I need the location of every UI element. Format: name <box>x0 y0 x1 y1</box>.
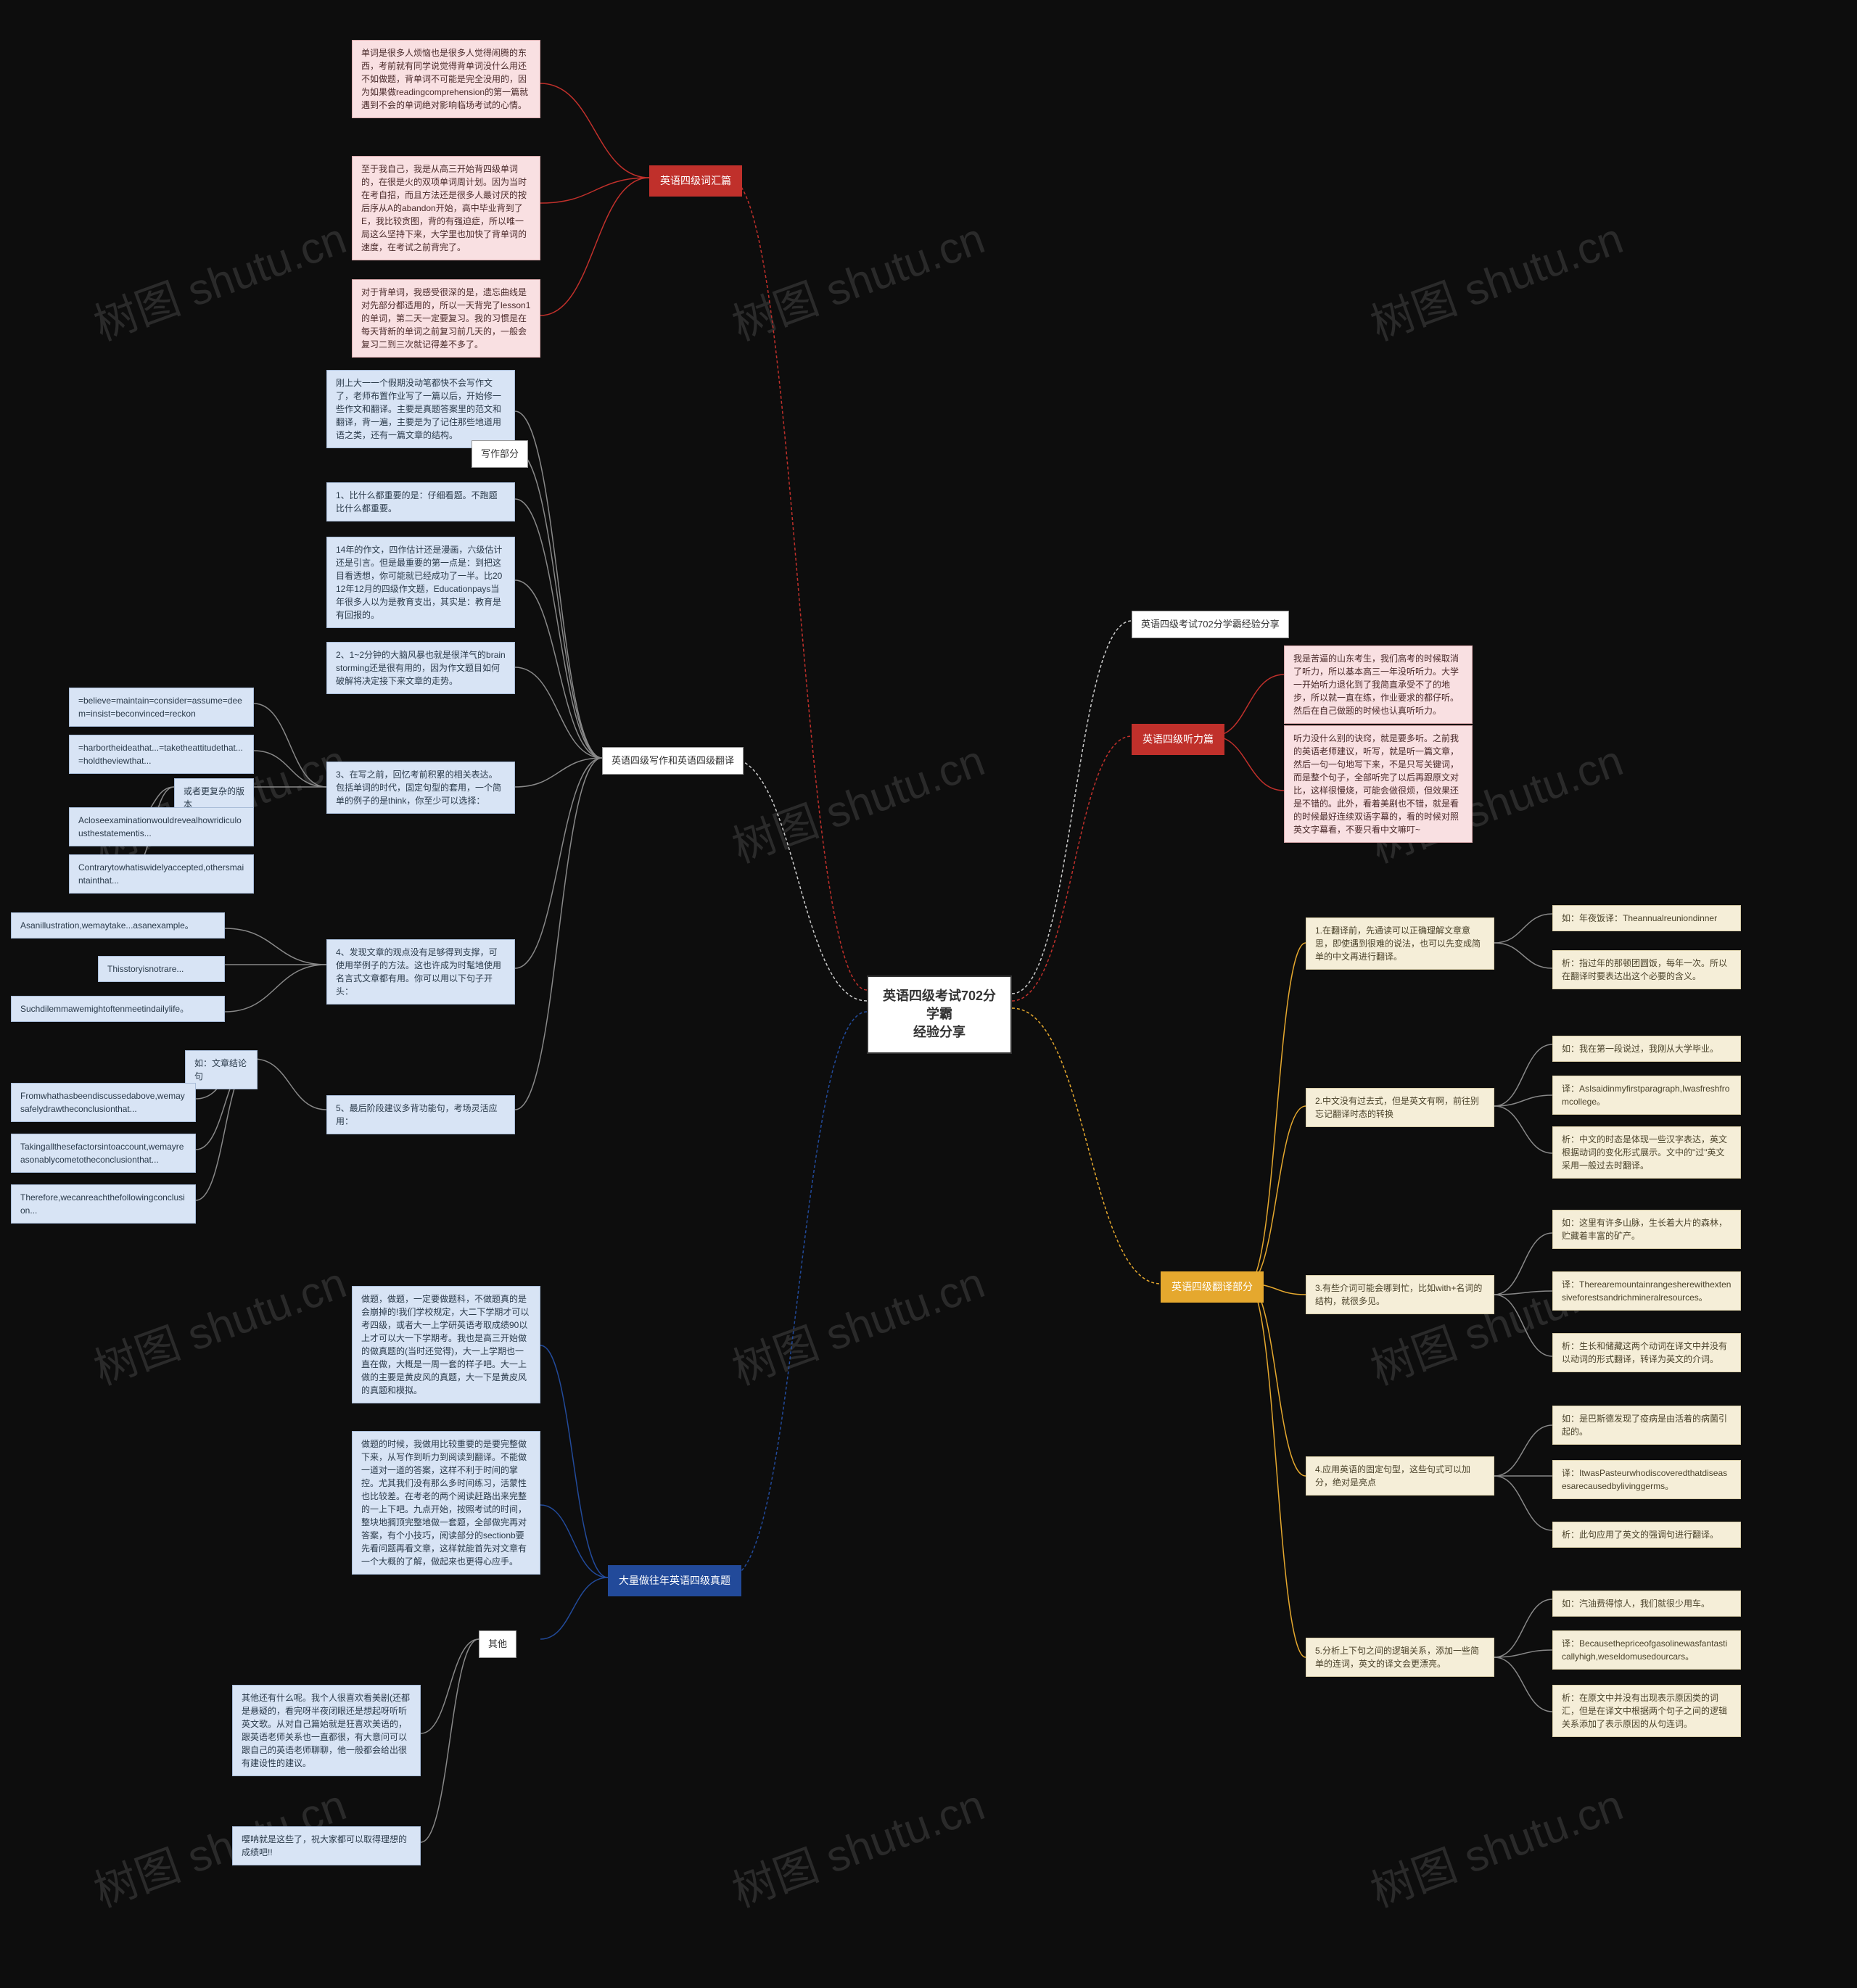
branch-pastpapers: 大量做往年英语四级真题 <box>608 1565 741 1596</box>
trans-1-item-1: 如：年夜饭译：Theannualreuniondinner <box>1552 905 1741 931</box>
root-line1: 英语四级考试702分学霸 <box>880 987 999 1023</box>
listening-leaf-1: 我是苦逼的山东考生，我们高考的时候取消了听力，所以基本高三一年没听听力。大学一开… <box>1284 646 1473 724</box>
pastpaper-leaf-4: 嘤呐就是这些了，祝大家都可以取得理想的成绩吧!! <box>232 1826 421 1865</box>
watermark: 树图 shutu.cn <box>722 1247 992 1397</box>
pastpaper-leaf-1: 做题，做题，一定要做题科，不做题真的是会崩掉的!我们学校规定，大二下学期才可以考… <box>352 1286 540 1403</box>
writing-p3: 2、1~2分钟的大脑风暴也就是很洋气的brainstorming还是很有用的，因… <box>326 642 515 694</box>
writing-intro: 刚上大一一个假期没动笔都快不会写作文了，老师布置作业写了一篇以后，开始修一些作文… <box>326 370 515 448</box>
trans-3-title: 3.有些介词可能会哪到忙，比如with+名词的结构，就很多见。 <box>1306 1275 1494 1314</box>
writing-p6: 5、最后阶段建议多背功能句，考场灵活应用： <box>326 1095 515 1134</box>
vocab-leaf-3: 对于背单词，我感受很深的是，遗忘曲线是对先部分都适用的，所以一天背完了lesso… <box>352 279 540 358</box>
watermark: 树图 shutu.cn <box>1361 203 1630 352</box>
branch-writing: 英语四级写作和英语四级翻译 <box>602 747 744 775</box>
writing-p4: 3、在写之前，回忆考前积累的相关表达。包括单词的时代，固定句型的套用，一个简单的… <box>326 762 515 814</box>
trans-5-item-2: 译：Becausethepriceofgasolinewasfantastica… <box>1552 1630 1741 1670</box>
branch-summary: 英语四级考试702分学霸经验分享 <box>1132 611 1289 638</box>
trans-4-item-3: 析：此句应用了英文的强调句进行翻译。 <box>1552 1522 1741 1548</box>
example-1: Asanillustration,wemaytake...asanexample… <box>11 912 225 939</box>
trans-2-item-3: 析：中文的时态是体现一些汉字表达，英文根据动词的变化形式展示。文中的"过"英文采… <box>1552 1126 1741 1179</box>
writing-p2: 14年的作文，四作估计还是漫画，六级估计还是引言。但是最重要的第一点是：到把这目… <box>326 537 515 628</box>
trans-4-title: 4.应用英语的固定句型，这些句式可以加分，绝对是亮点 <box>1306 1456 1494 1496</box>
trans-2-item-2: 译：AsIsaidinmyfirstparagraph,Iwasfreshfro… <box>1552 1076 1741 1115</box>
trans-2-title: 2.中文没有过去式，但是英文有啊，前往别忘记翻译时态的转换 <box>1306 1088 1494 1127</box>
pastpaper-leaf-2: 做题的时候，我做用比较重要的是要完整做下来，从写作到听力到阅读到翻译。不能做一道… <box>352 1431 540 1575</box>
watermark: 树图 shutu.cn <box>1361 1247 1630 1397</box>
watermark: 树图 shutu.cn <box>1361 1770 1630 1919</box>
example-3: Suchdilemmawemightoftenmeetindailylife。 <box>11 996 225 1022</box>
writing-sub: 写作部分 <box>472 440 528 468</box>
trans-1-item-2: 析：指过年的那顿团圆饭，每年一次。所以在翻译时要表达出这个必要的含义。 <box>1552 950 1741 989</box>
branch-other: 其他 <box>479 1630 516 1658</box>
trans-5-item-3: 析：在原文中并没有出现表示原因类的词汇，但是在译文中根据两个句子之间的逻辑关系添… <box>1552 1685 1741 1737</box>
root-line2: 经验分享 <box>880 1023 999 1042</box>
vocab-leaf-2: 至于我自己，我是从高三开始背四级单词的，在很是火的双项单词周计划。因为当时在考自… <box>352 156 540 260</box>
watermark: 树图 shutu.cn <box>84 203 353 352</box>
trans-3-item-3: 析：生长和储藏这两个动词在译文中并没有以动词的形式翻译，转译为英文的介词。 <box>1552 1333 1741 1372</box>
think-alt-1: =believe=maintain=consider=assume=deem=i… <box>69 688 254 727</box>
trans-1-title: 1.在翻译前，先通读可以正确理解文章意思，即使遇到很难的说法，也可以先变成简单的… <box>1306 917 1494 970</box>
trans-3-item-2: 译：Therearemountainrangesherewithextensiv… <box>1552 1271 1741 1311</box>
watermark: 树图 shutu.cn <box>722 203 992 352</box>
writing-p1: 1、比什么都重要的是：仔细看题。不跑题比什么都重要。 <box>326 482 515 521</box>
watermark: 树图 shutu.cn <box>84 1247 353 1397</box>
branch-translation: 英语四级翻译部分 <box>1161 1271 1264 1303</box>
writing-p5: 4、发现文章的观点没有足够得到支撑，可使用举例子的方法。这也许成为时髦地使用名言… <box>326 939 515 1005</box>
branch-vocab: 英语四级词汇篇 <box>649 165 742 197</box>
conclusion-intro: 如：文章结论句 <box>185 1050 258 1089</box>
trans-2-item-1: 如：我在第一段说过，我刚从大学毕业。 <box>1552 1036 1741 1062</box>
trans-5-title: 5.分析上下句之间的逻辑关系，添加一些简单的连词，英文的译文会更漂亮。 <box>1306 1638 1494 1677</box>
conclusion-2: Takingallthesefactorsintoaccount,wemayre… <box>11 1134 196 1173</box>
think-alt-2: =harbortheideathat...=taketheattitudetha… <box>69 735 254 774</box>
complex-2: Contrarytowhatiswidelyaccepted,othersmai… <box>69 854 254 894</box>
pastpaper-leaf-3: 其他还有什么呢。我个人很喜欢看美剧(还都是悬疑的，看完呀半夜闭眼还是想起呀听听英… <box>232 1685 421 1776</box>
listening-leaf-2: 听力没什么别的诀窍，就是要多听。之前我的英语老师建议，听写，就是听一篇文章，然后… <box>1284 725 1473 843</box>
trans-5-item-1: 如：汽油费得惊人，我们就很少用车。 <box>1552 1591 1741 1617</box>
trans-3-item-1: 如：这里有许多山脉，生长着大片的森林，贮藏着丰富的矿产。 <box>1552 1210 1741 1249</box>
branch-listening: 英语四级听力篇 <box>1132 724 1224 755</box>
conclusion-3: Therefore,wecanreachthefollowingconclusi… <box>11 1184 196 1224</box>
watermark: 树图 shutu.cn <box>722 1770 992 1919</box>
conclusion-1: Fromwhathasbeendiscussedabove,wemaysafel… <box>11 1083 196 1122</box>
example-2: Thisstoryisnotrare... <box>98 956 225 982</box>
complex-1: Acloseexaminationwouldrevealhowridiculou… <box>69 807 254 846</box>
trans-4-item-2: 译：ItwasPasteurwhodiscoveredthatdiseasesa… <box>1552 1460 1741 1499</box>
trans-4-item-1: 如：是巴斯德发现了疫病是由活着的病菌引起的。 <box>1552 1406 1741 1445</box>
watermark: 树图 shutu.cn <box>722 725 992 875</box>
vocab-leaf-1: 单词是很多人烦恼也是很多人觉得闹腾的东西，考前就有同学说觉得背单词没什么用还不如… <box>352 40 540 118</box>
root-node: 英语四级考试702分学霸 经验分享 <box>867 976 1012 1054</box>
